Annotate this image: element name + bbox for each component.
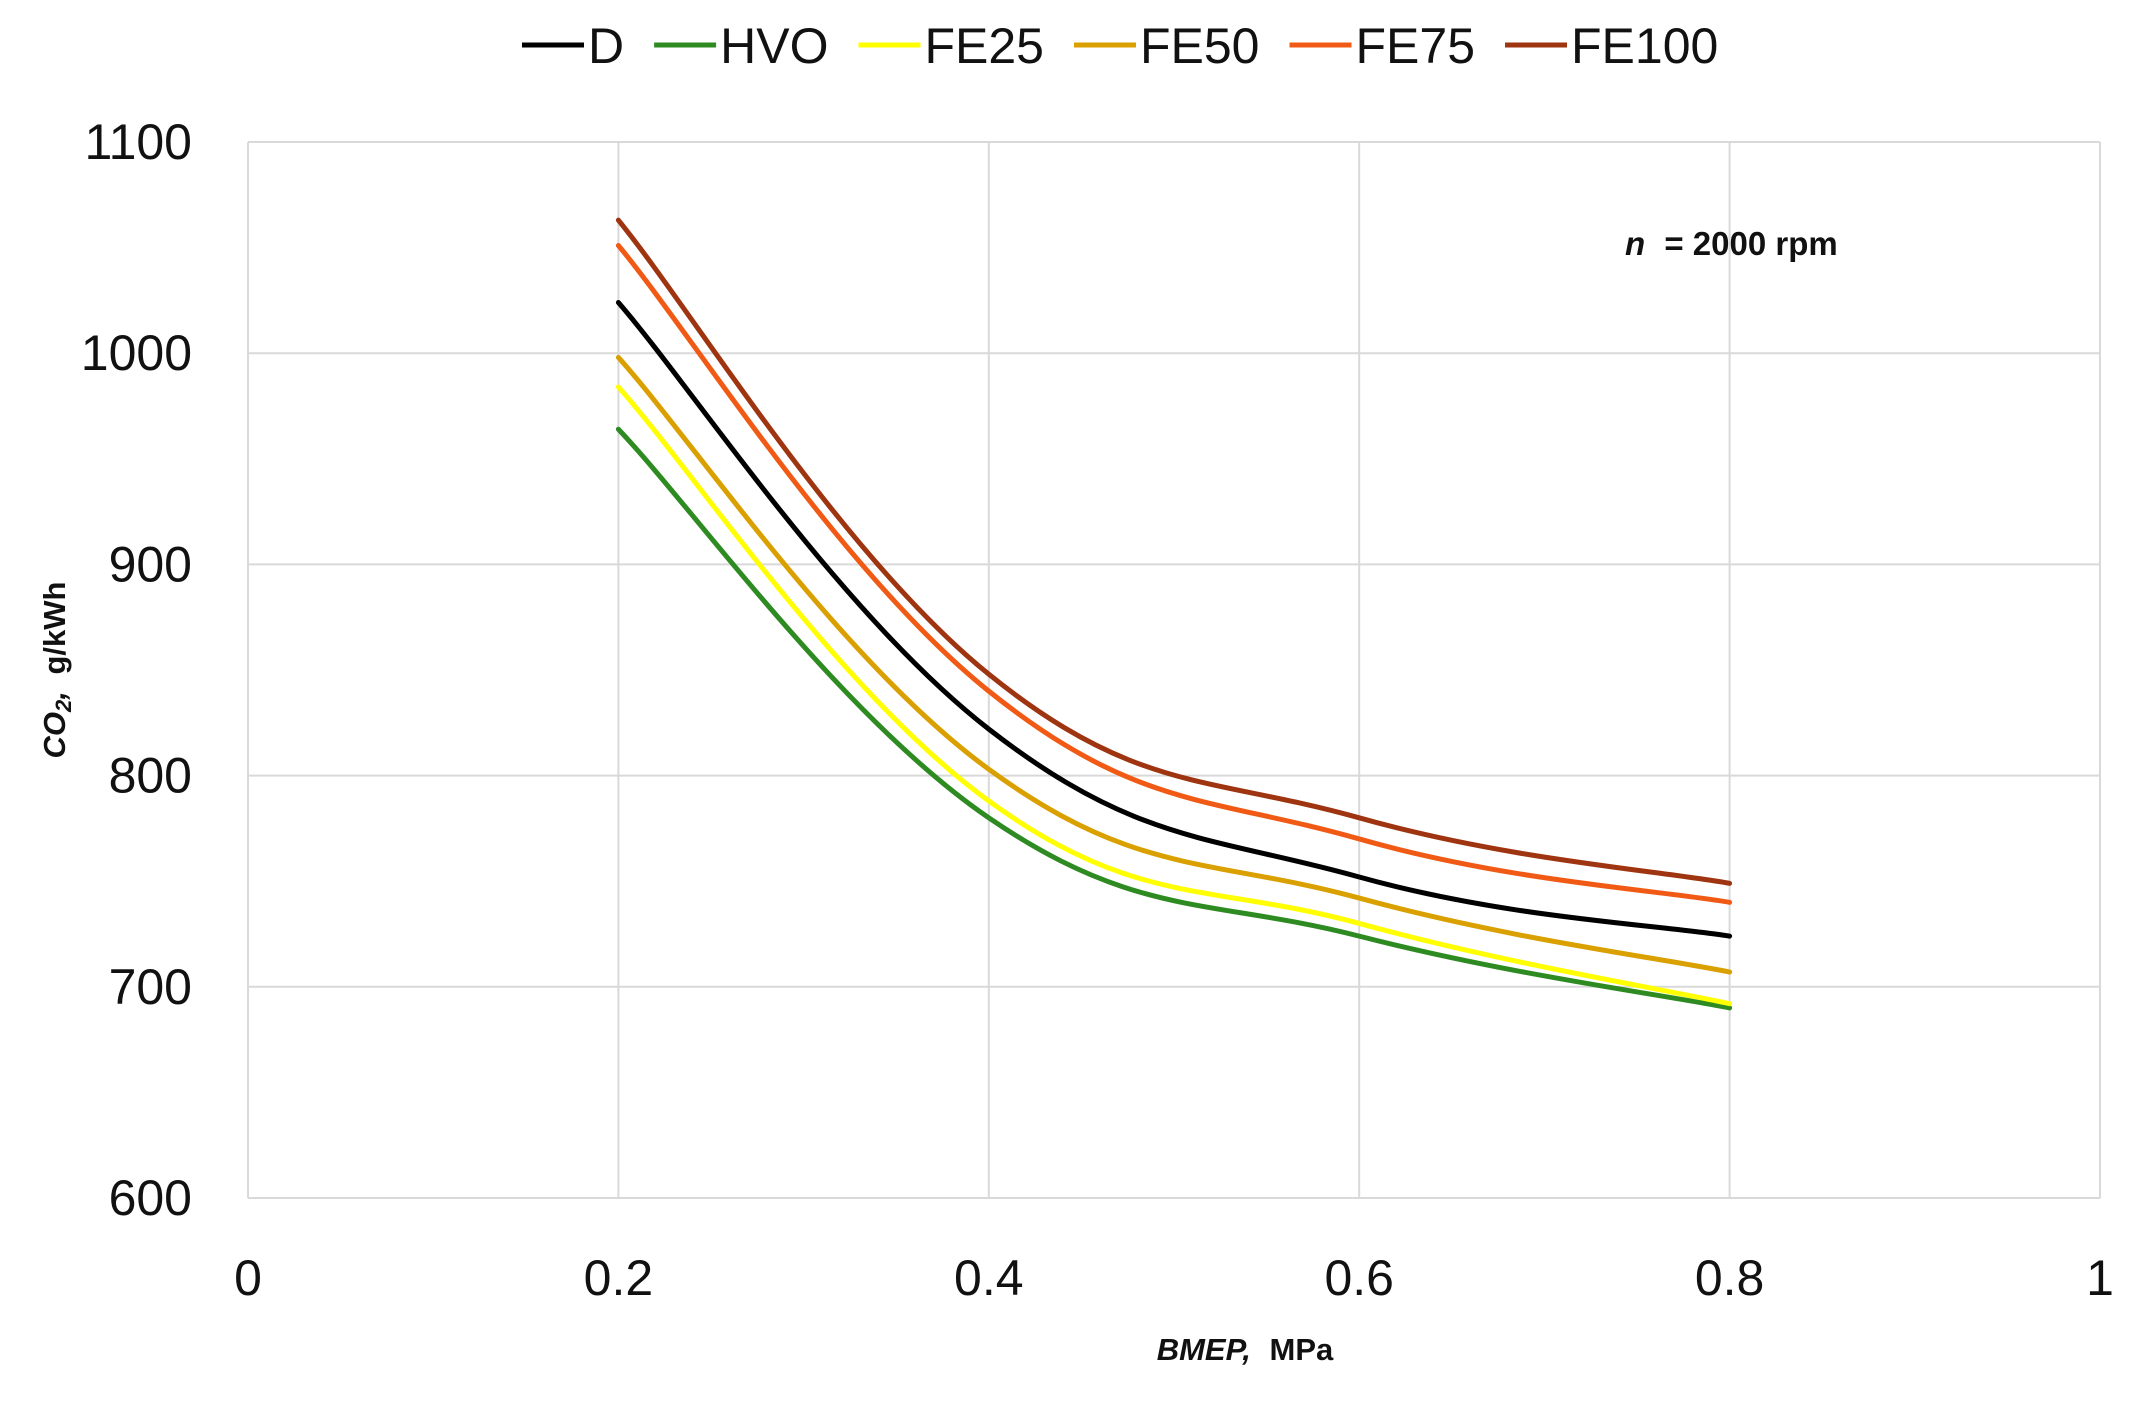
series-line-fe100 bbox=[615, 217, 1733, 886]
y-axis-title-comma: , bbox=[37, 691, 72, 701]
x-tick-label: 0.6 bbox=[1324, 1250, 1394, 1306]
series-line-fe50 bbox=[615, 354, 1733, 975]
y-tick-label: 600 bbox=[109, 1170, 192, 1226]
x-axis-title-variable: BMEP, bbox=[1157, 1332, 1251, 1367]
y-tick-label: 900 bbox=[109, 536, 192, 592]
legend-label-fe50: FE50 bbox=[1140, 18, 1260, 74]
y-tick-label: 1000 bbox=[81, 325, 192, 381]
legend-label-fe25: FE25 bbox=[924, 18, 1044, 74]
legend-label-fe75: FE75 bbox=[1356, 18, 1476, 74]
series-line-hvo bbox=[615, 426, 1733, 1011]
x-axis-title-unit: MPa bbox=[1270, 1332, 1335, 1367]
x-tick-label: 0.4 bbox=[954, 1250, 1024, 1306]
rpm-annotation: n = 2000 rpm bbox=[1625, 225, 1838, 262]
y-axis-title-subscript: 2 bbox=[51, 699, 76, 713]
y-axis-title: CO2, g/kWh bbox=[37, 582, 76, 759]
y-axis-title-variable: CO bbox=[37, 712, 72, 759]
y-tick-label: 700 bbox=[109, 959, 192, 1015]
x-axis-title: BMEP, MPa bbox=[1157, 1332, 1334, 1367]
legend-label-d: D bbox=[588, 18, 624, 74]
rpm-annotation-symbol: n bbox=[1625, 225, 1645, 262]
y-tick-label: 1100 bbox=[84, 114, 192, 170]
x-tick-label: 0.2 bbox=[584, 1250, 654, 1306]
x-tick-label: 1 bbox=[2086, 1250, 2114, 1306]
series-line-fe25 bbox=[615, 384, 1733, 1007]
y-tick-label: 800 bbox=[109, 748, 192, 804]
series-line-fe75 bbox=[615, 242, 1733, 905]
legend-label-fe100: FE100 bbox=[1571, 18, 1718, 74]
rpm-annotation-value: = 2000 rpm bbox=[1664, 225, 1837, 262]
legend-label-hvo: HVO bbox=[720, 18, 828, 74]
x-tick-label: 0.8 bbox=[1695, 1250, 1765, 1306]
x-tick-label: 0 bbox=[234, 1250, 262, 1306]
series-line-d bbox=[615, 300, 1733, 939]
y-axis-title-unit: g/kWh bbox=[37, 582, 72, 675]
